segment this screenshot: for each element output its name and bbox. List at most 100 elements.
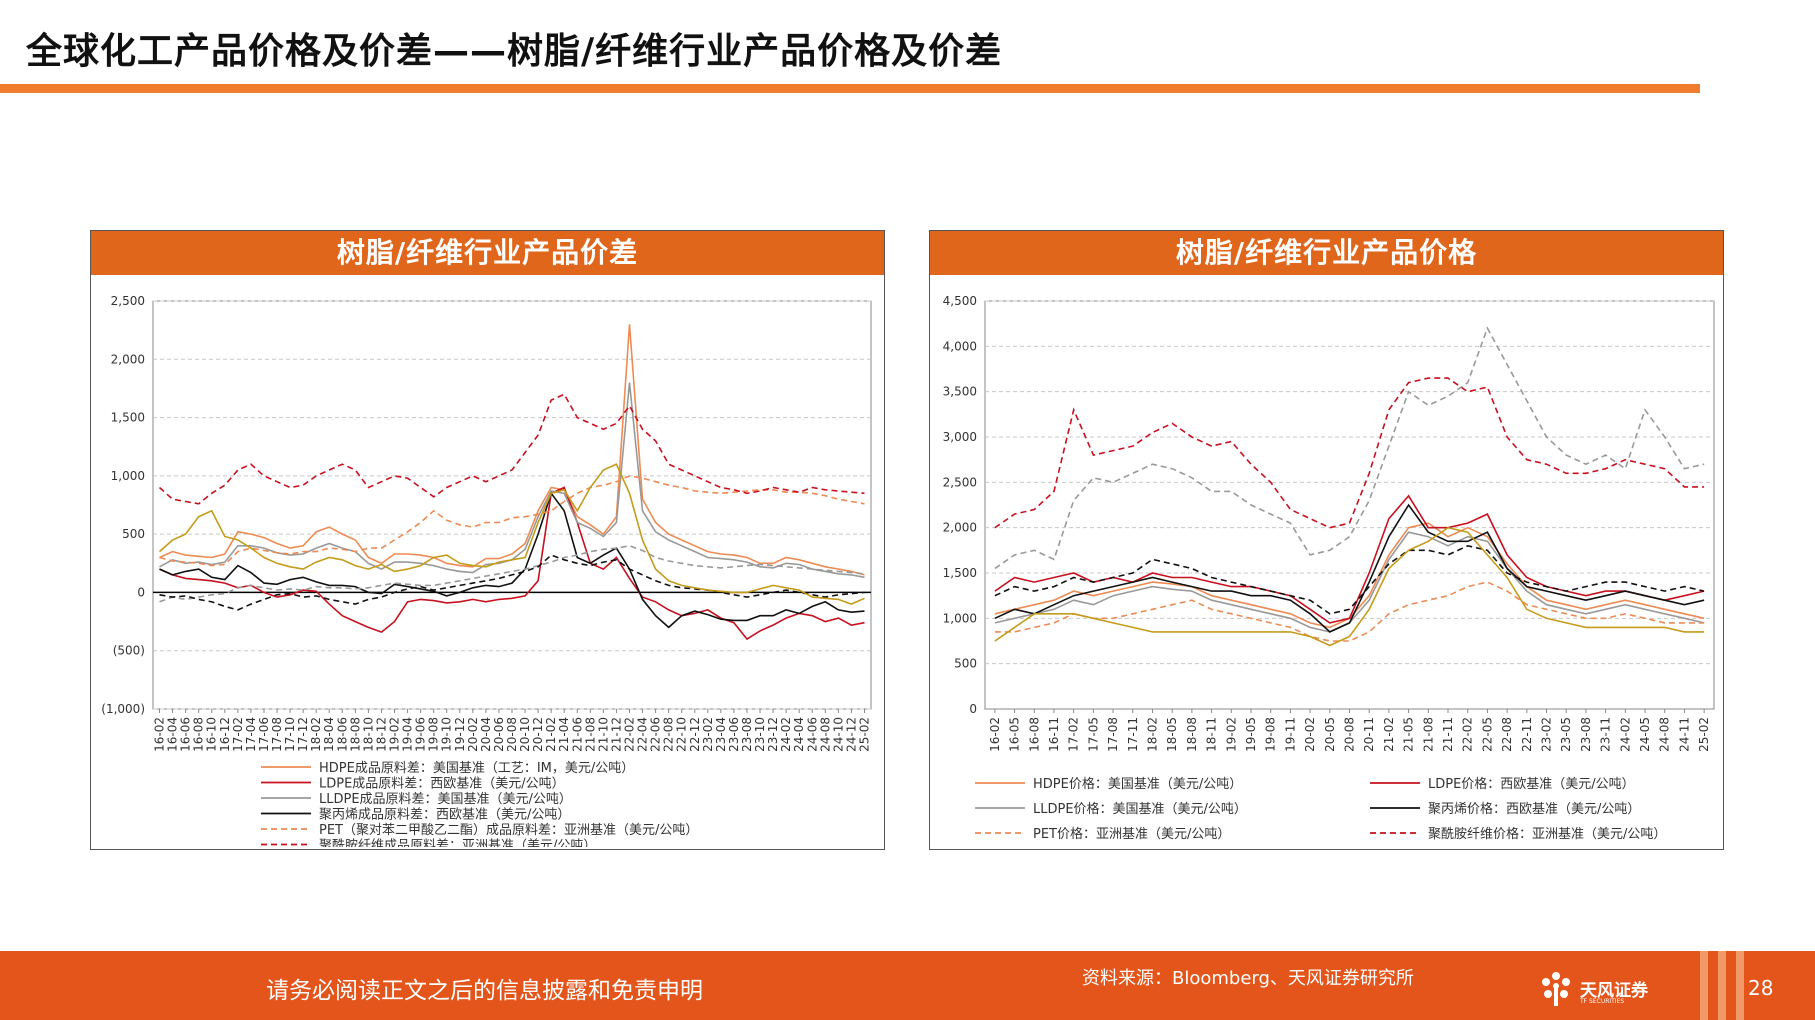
page-title: 全球化工产品价格及价差——树脂/纤维行业产品价格及价差 xyxy=(26,31,1003,72)
plot-area xyxy=(152,300,872,710)
x-tick-label: 21-12 xyxy=(609,717,623,752)
y-tick-label: (500) xyxy=(113,644,145,658)
legend-entry: HDPE成品原料差：美国基准（工艺：IM，美元/公吨） xyxy=(319,761,634,776)
x-tick-label: 19-08 xyxy=(427,717,441,752)
x-tick-label: 17-04 xyxy=(244,717,258,752)
x-tick-label: 23-02 xyxy=(701,717,715,752)
x-tick-label: 18-12 xyxy=(374,717,388,752)
x-tick-label: 20-08 xyxy=(1343,717,1357,752)
logo-subtext: TF SECURITIES xyxy=(1580,998,1625,1005)
x-tick-label: 24-06 xyxy=(805,717,819,752)
series-line-2 xyxy=(159,382,865,579)
y-tick-label: (1,000) xyxy=(101,702,145,716)
x-tick-label: 22-12 xyxy=(688,717,702,752)
x-tick-label: 18-02 xyxy=(309,717,323,752)
x-tick-label: 23-02 xyxy=(1540,717,1554,752)
page-number: 28 xyxy=(1748,976,1774,1000)
series-line-5 xyxy=(994,377,1705,529)
y-tick-label: 0 xyxy=(137,585,145,599)
y-tick-label: 3,000 xyxy=(943,430,977,444)
x-tick-label: 22-06 xyxy=(649,717,663,752)
x-tick-label: 20-06 xyxy=(492,717,506,752)
x-tick-label: 21-02 xyxy=(544,717,558,752)
x-tick-label: 17-11 xyxy=(1126,717,1140,752)
x-tick-label: 24-02 xyxy=(1618,717,1632,752)
y-tick-label: 0 xyxy=(969,702,977,716)
x-tick-label: 22-11 xyxy=(1520,717,1534,752)
x-tick-label: 24-08 xyxy=(818,717,832,752)
x-tick-label: 25-02 xyxy=(1697,717,1711,752)
legend-entry: HDPE价格：美国基准（美元/公吨） xyxy=(1033,776,1242,792)
x-tick-label: 24-12 xyxy=(844,717,858,752)
x-tick-label: 21-05 xyxy=(1402,717,1416,752)
y-tick-label: 4,000 xyxy=(943,339,977,353)
x-tick-label: 20-05 xyxy=(1323,717,1337,752)
x-tick-label: 16-02 xyxy=(153,717,167,752)
x-tick-label: 24-08 xyxy=(1658,717,1672,752)
x-tick-label: 21-04 xyxy=(557,717,571,752)
x-tick-label: 23-12 xyxy=(766,717,780,752)
x-tick-label: 17-10 xyxy=(283,717,297,752)
x-tick-label: 16-06 xyxy=(179,717,193,752)
x-tick-label: 19-08 xyxy=(1264,717,1278,752)
series-line-1 xyxy=(994,494,1705,624)
spread-chart-panel: 树脂/纤维行业产品价差 2,500 2,000 1,500 1,000 500 0 (500… xyxy=(90,230,885,850)
x-tick-label: 21-11 xyxy=(1441,717,1455,752)
legend-entry: PET（聚对苯二甲酸乙二酯）成品原料差：亚洲基准（美元/公吨） xyxy=(319,823,698,838)
x-tick-label: 21-02 xyxy=(1382,717,1396,752)
x-tick-label: 16-08 xyxy=(1027,717,1041,752)
x-tick-label: 24-11 xyxy=(1677,717,1691,752)
plot-area xyxy=(984,300,1715,710)
logo-icon xyxy=(1542,972,1570,1006)
legend-entry: 聚丙烯价格：西欧基准（美元/公吨） xyxy=(1428,801,1640,817)
x-tick-label: 21-08 xyxy=(583,717,597,752)
x-tick-label: 23-04 xyxy=(714,717,728,752)
y-tick-label: 1,000 xyxy=(111,469,145,483)
x-tick-label: 25-02 xyxy=(857,717,871,752)
x-tick-label: 18-08 xyxy=(1185,717,1199,752)
x-tick-label: 20-08 xyxy=(505,717,519,752)
series-line-8 xyxy=(994,526,1705,647)
x-tick-label: 20-10 xyxy=(518,717,532,752)
x-tick-label: 18-02 xyxy=(1145,717,1159,752)
series-line-3 xyxy=(994,503,1705,633)
x-tick-label: 23-06 xyxy=(727,717,741,752)
x-tick-label: 18-06 xyxy=(335,717,349,752)
legend-entry: PET价格：亚洲基准（美元/公吨） xyxy=(1033,826,1230,842)
x-tick-label: 22-04 xyxy=(636,717,650,752)
price-chart: 4,500 4,000 3,500 3,000 2,500 2,000 1,500 1,000… xyxy=(943,294,1715,842)
x-tick-label: 22-08 xyxy=(662,717,676,752)
x-tick-label: 24-02 xyxy=(779,717,793,752)
disclaimer-text: 请务必阅读正文之后的信息披露和免责申明 xyxy=(266,978,703,1004)
x-tick-label: 16-10 xyxy=(205,717,219,752)
series-line-0 xyxy=(159,324,865,576)
x-tick-label: 16-02 xyxy=(988,717,1002,752)
series-line-7 xyxy=(994,544,1705,615)
y-tick-label: 2,000 xyxy=(111,352,145,366)
x-tick-label: 18-11 xyxy=(1205,717,1219,752)
x-tick-label: 21-10 xyxy=(596,717,610,752)
x-tick-label: 22-02 xyxy=(622,717,636,752)
x-tick-label: 23-08 xyxy=(740,717,754,752)
x-tick-label: 16-12 xyxy=(218,717,232,752)
x-tick-label: 19-04 xyxy=(401,717,415,752)
x-tick-label: 22-10 xyxy=(675,717,689,752)
series-line-4 xyxy=(159,475,865,567)
x-tick-label: 23-08 xyxy=(1579,717,1593,752)
spread-chart-title: 树脂/纤维行业产品价差 xyxy=(91,231,884,275)
legend-entry: LDPE价格：西欧基准（美元/公吨） xyxy=(1428,776,1635,792)
legend-entry: LLDPE价格：美国基准（美元/公吨） xyxy=(1033,801,1247,817)
logo-text: 天风证券 xyxy=(1580,981,1648,1001)
x-tick-label: 16-05 xyxy=(1008,717,1022,752)
x-tick-label: 17-02 xyxy=(1067,717,1081,752)
x-tick-label: 21-06 xyxy=(570,717,584,752)
x-tick-label: 17-05 xyxy=(1086,717,1100,752)
x-tick-label: 21-08 xyxy=(1421,717,1435,752)
source-text: 资料来源：Bloomberg、天风证券研究所 xyxy=(1082,968,1414,989)
series-line-4 xyxy=(994,581,1705,642)
x-tick-label: 19-06 xyxy=(414,717,428,752)
y-tick-label: 1,500 xyxy=(943,566,977,580)
x-tick-label: 22-02 xyxy=(1461,717,1475,752)
title-rule xyxy=(0,84,1700,93)
x-tick-label: 20-02 xyxy=(466,717,480,752)
